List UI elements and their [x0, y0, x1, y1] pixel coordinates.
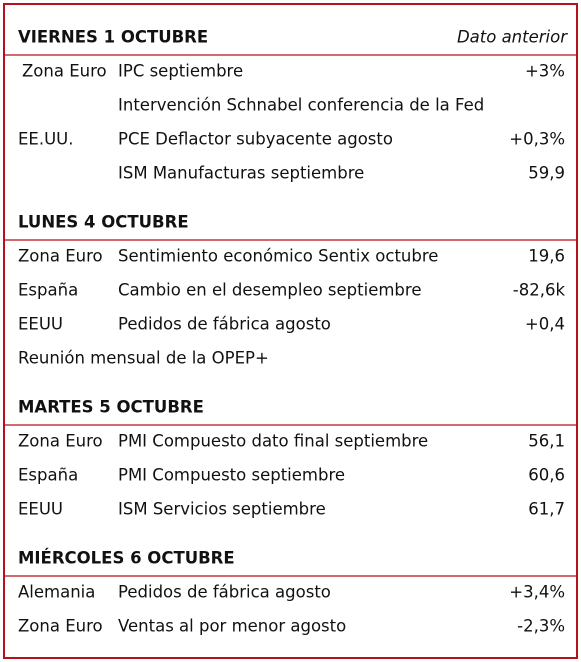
- event: Cambio en el desempleo septiembre: [118, 281, 421, 300]
- previous-value: -2,3%: [517, 617, 565, 636]
- section-title: MIÉRCOLES 6 OCTUBRE: [18, 549, 235, 568]
- event: PCE Deflactor subyacente agosto: [118, 130, 393, 149]
- previous-value: -82,6k: [513, 281, 566, 300]
- region: España: [18, 281, 78, 300]
- region: EE.UU.: [18, 130, 74, 149]
- event: ISM Servicios septiembre: [118, 500, 326, 519]
- section-title: LUNES 4 OCTUBRE: [18, 213, 189, 232]
- region: Zona Euro: [22, 62, 107, 81]
- note-row: Reunión mensual de la OPEP+: [18, 349, 269, 368]
- region: España: [18, 466, 78, 485]
- previous-value: +0,4: [525, 315, 565, 334]
- previous-value: 59,9: [528, 164, 565, 183]
- region: Zona Euro: [18, 247, 103, 266]
- section-title: MARTES 5 OCTUBRE: [18, 398, 204, 417]
- previous-value: 61,7: [528, 500, 565, 519]
- event: Intervención Schnabel conferencia de la …: [118, 96, 484, 115]
- region: Alemania: [18, 583, 95, 602]
- previous-value: 60,6: [528, 466, 565, 485]
- previous-value: 56,1: [528, 432, 565, 451]
- event: Ventas al por menor agosto: [118, 617, 346, 636]
- event: Pedidos de fábrica agosto: [118, 583, 331, 602]
- event: Sentimiento económico Sentix octubre: [118, 247, 438, 266]
- previous-value: +0,3%: [509, 130, 565, 149]
- frame: [3, 3, 578, 659]
- region: EEUU: [18, 315, 63, 334]
- previous-value: 19,6: [528, 247, 565, 266]
- event: ISM Manufacturas septiembre: [118, 164, 364, 183]
- event: PMI Compuesto septiembre: [118, 466, 345, 485]
- previous-value: +3,4%: [509, 583, 565, 602]
- region: Zona Euro: [18, 432, 103, 451]
- previous-value: +3%: [525, 62, 565, 81]
- region: EEUU: [18, 500, 63, 519]
- column-note: Dato anterior: [457, 28, 568, 47]
- section-title: VIERNES 1 OCTUBRE: [18, 28, 208, 47]
- event: IPC septiembre: [118, 62, 243, 81]
- event: Pedidos de fábrica agosto: [118, 315, 331, 334]
- event: PMI Compuesto dato final septiembre: [118, 432, 428, 451]
- region: Zona Euro: [18, 617, 103, 636]
